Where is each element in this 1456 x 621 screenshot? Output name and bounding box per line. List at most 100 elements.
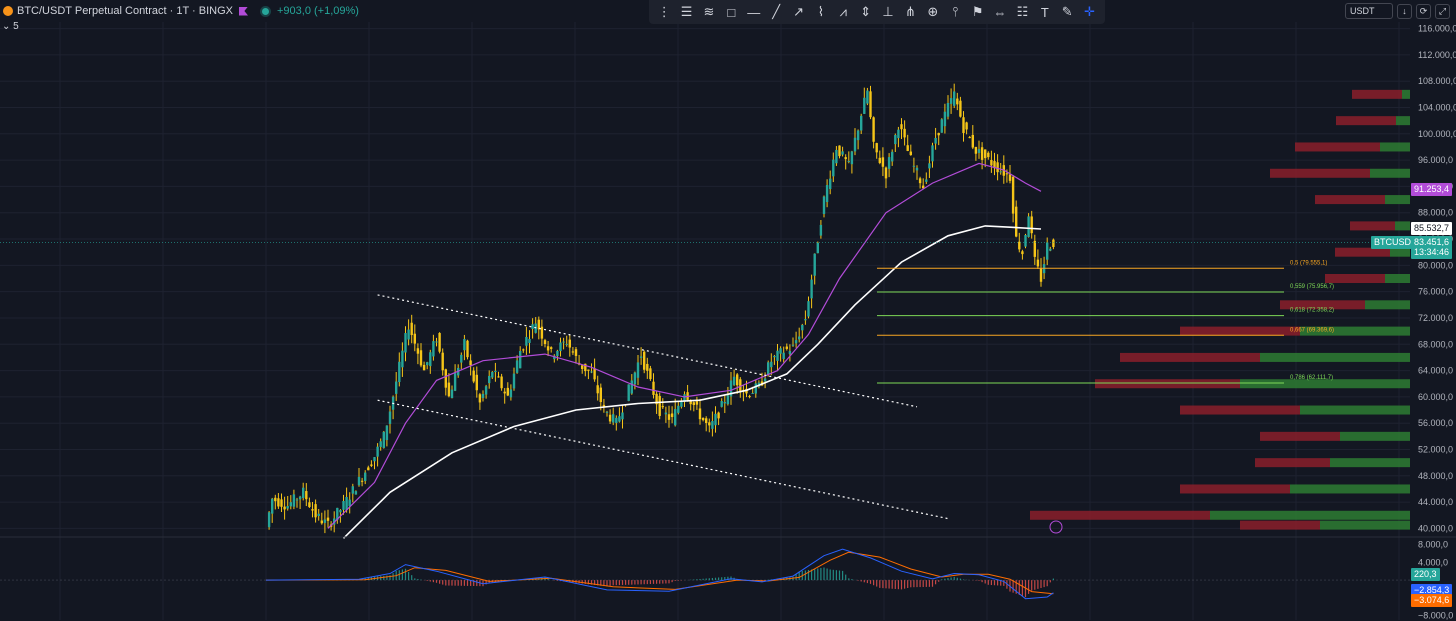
candle-body: [999, 171, 1002, 173]
candle-body: [323, 519, 327, 523]
candle-body: [971, 134, 974, 148]
note-icon[interactable]: ☷: [1016, 4, 1029, 19]
brush-icon[interactable]: ✎: [1061, 4, 1073, 19]
symbol-title[interactable]: BTC/USDT Perpetual Contract · 1T · BINGX: [17, 5, 233, 17]
candle-body: [385, 425, 389, 441]
expand-icon[interactable]: ⤢: [1435, 3, 1450, 19]
candle-body: [311, 509, 314, 511]
candle-body: [816, 242, 819, 254]
candle-body: [342, 500, 345, 510]
candle-body: [881, 157, 885, 167]
path-icon[interactable]: ⌇: [817, 4, 825, 19]
candle-body: [894, 134, 897, 145]
candle-body: [664, 412, 668, 415]
candle-body: [373, 457, 376, 462]
add-circle-icon[interactable]: ⊕: [927, 4, 939, 19]
fib-fan-icon[interactable]: ⋔: [905, 4, 916, 19]
candle-body: [639, 356, 643, 358]
y-tick-label: 44.000,0: [1418, 497, 1453, 507]
candle-body: [376, 446, 379, 457]
candle-body: [943, 111, 947, 127]
candle-body: [550, 347, 553, 349]
candle-body: [993, 161, 996, 169]
candle-body: [1049, 248, 1052, 251]
candle-body: [723, 401, 726, 404]
candle-body: [398, 361, 401, 383]
ma-white-price-label: 85.532,7: [1411, 222, 1453, 235]
candle-body: [494, 370, 497, 373]
candle-body: [450, 389, 454, 399]
candle-body: [289, 502, 292, 507]
candle-body: [717, 412, 720, 419]
candle-body: [776, 350, 779, 361]
candle-body: [379, 441, 382, 447]
candle-body: [274, 497, 277, 502]
volume-profile-green-bar: [1396, 116, 1410, 126]
ma-violet-price-label: 91.253,4: [1411, 183, 1453, 196]
fib-level-label: 0,559 (75.956,7): [1290, 284, 1334, 290]
candle-body: [1046, 242, 1049, 260]
candle-body: [587, 369, 590, 371]
trend-line-icon[interactable]: ╱: [772, 4, 781, 19]
lines-menu-icon[interactable]: ☰: [680, 4, 693, 19]
volume-profile-red-bar: [1240, 520, 1320, 530]
candle-body: [875, 143, 878, 153]
volume-profile-red-bar: [1180, 405, 1300, 415]
candle-body: [773, 355, 776, 358]
candle-body: [732, 376, 736, 385]
candle-body: [351, 486, 354, 494]
candle-body: [652, 381, 655, 395]
candle-body: [1052, 239, 1055, 248]
text-icon[interactable]: T: [1040, 4, 1049, 20]
lightning-marker-icon: [1049, 520, 1063, 534]
candle-body: [649, 368, 652, 380]
candle-body: [571, 351, 575, 353]
drag-handle-icon[interactable]: ⋮: [657, 4, 671, 19]
macd-line: [265, 548, 1054, 600]
pin-marker-icon[interactable]: ⫯: [952, 4, 959, 19]
candle-body: [754, 383, 757, 394]
indicators-toggle[interactable]: ⌄ 5: [2, 21, 19, 32]
candle-body: [949, 98, 953, 104]
candle-body: [633, 372, 637, 385]
y-tick-label: 48.000,0: [1418, 471, 1453, 481]
rectangle-icon[interactable]: □: [727, 4, 736, 20]
download-icon[interactable]: ↓: [1397, 3, 1412, 19]
macd-signal-label: −3.074,6: [1411, 594, 1453, 607]
long-position-icon[interactable]: ⊥: [882, 4, 894, 19]
top-right-controls: USDT ↓ ⟳ ⤢: [1345, 3, 1450, 19]
candle-body: [965, 122, 968, 130]
candle-body: [491, 371, 494, 378]
ray-icon[interactable]: ↗: [793, 4, 804, 19]
crosshair-icon[interactable]: ✛: [1084, 4, 1096, 19]
volume-profile-green-bar: [1380, 142, 1410, 152]
market-status-icon: [262, 7, 269, 15]
y-tick-label: 56.000,0: [1418, 418, 1453, 428]
horizontal-line-icon[interactable]: —: [747, 4, 761, 20]
candle-body: [627, 384, 630, 401]
candle-body: [841, 151, 844, 155]
candle-body: [763, 378, 767, 382]
projection-icon[interactable]: ⇕: [860, 4, 872, 19]
candle-body: [636, 362, 640, 378]
flag-icon[interactable]: [239, 6, 248, 16]
fib-retracement-icon[interactable]: ≋: [703, 4, 715, 19]
flag-marker-icon[interactable]: ⚑: [971, 4, 984, 19]
candle-body: [918, 178, 922, 184]
refresh-icon[interactable]: ⟳: [1416, 3, 1431, 19]
candle-body: [500, 376, 503, 389]
candle-body: [469, 360, 472, 366]
candle-body: [364, 472, 367, 481]
chart-header: BTC/USDT Perpetual Contract · 1T · BINGX…: [0, 0, 359, 22]
candle-body: [339, 510, 342, 513]
volume-profile-green-bar: [1330, 458, 1410, 468]
measure-icon[interactable]: ⇔: [993, 4, 1007, 20]
currency-select[interactable]: USDT: [1345, 3, 1393, 19]
candle-body: [959, 100, 962, 117]
candle-body: [506, 387, 509, 396]
candle-body: [537, 319, 540, 330]
candle-body: [677, 405, 680, 413]
candle-body: [906, 145, 909, 151]
pattern-icon[interactable]: ⩘: [839, 4, 847, 19]
